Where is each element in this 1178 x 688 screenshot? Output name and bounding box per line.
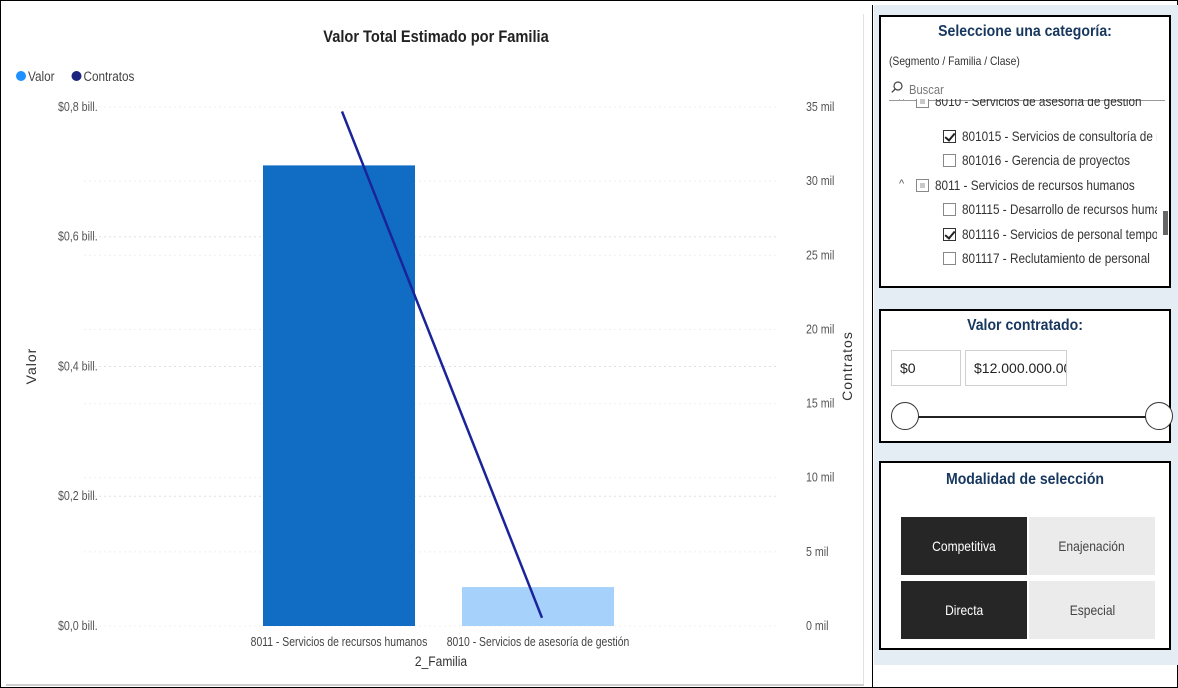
chevron-up-icon[interactable]: ^: [899, 177, 905, 190]
tree-item-label: 801016 - Gerencia de proyectos: [962, 152, 1131, 168]
tree-item-row[interactable]: 801115 - Desarrollo de recursos humanos: [881, 199, 1157, 223]
slicer-title: Seleccione una categoría:: [938, 23, 1112, 40]
checkbox[interactable]: [943, 129, 956, 143]
mode-button-competitiva[interactable]: Competitiva: [901, 517, 1027, 575]
tree-item-label: 801115 - Desarrollo de recursos humanos: [962, 201, 1157, 217]
y-tick-label: $0,6 bill.: [58, 229, 98, 244]
filter-pane-border: [872, 5, 1178, 688]
y2-tick-label: 25 mil: [806, 247, 834, 262]
y-tick-label: $0,0 bill.: [58, 618, 98, 633]
chart-bottom-rule: [6, 684, 864, 686]
range-min-input[interactable]: [891, 350, 961, 386]
range-title: Valor contratado:: [967, 317, 1083, 334]
legend-marker: [16, 71, 26, 81]
y2-tick-label: 15 mil: [806, 396, 834, 411]
chevron-up-icon[interactable]: ^: [899, 99, 905, 106]
range-max-handle[interactable]: [1145, 402, 1173, 430]
legend-label: Contratos: [84, 68, 135, 84]
tree-item-label: 801015 - Servicios de consultoría de ne.…: [962, 127, 1157, 144]
checkbox[interactable]: [916, 178, 929, 192]
value-range-slicer: Valor contratado:: [879, 309, 1173, 443]
y2-tick-label: 35 mil: [806, 99, 834, 114]
tree-item-row[interactable]: 801016 - Gerencia de proyectos: [881, 150, 1157, 174]
x-axis-title: 2_Familia: [415, 653, 468, 669]
tree-item-label: 8011 - Servicios de recursos humanos: [935, 176, 1135, 193]
mode-button-enajenacion[interactable]: Enajenación: [1029, 517, 1155, 575]
tree-item-label: 801116 - Servicios de personal temporal: [962, 225, 1157, 242]
x-tick-label: 8011 - Servicios de recursos humanos: [251, 635, 428, 649]
legend-label: Valor: [28, 68, 55, 84]
checkbox[interactable]: [943, 252, 956, 265]
category-tree: ^ 8010 - Servicios de asesoría de gestión…: [881, 99, 1157, 285]
combo-chart: Valor Total Estimado por Familia Valor Con…: [16, 28, 855, 669]
tree-item-row[interactable]: 801015 - Servicios de consultoría de ne.…: [881, 126, 1157, 150]
tree-item-label: 8010 - Servicios de asesoría de gestión: [935, 99, 1142, 109]
y2-tick-label: 30 mil: [806, 173, 834, 188]
tree-item-row[interactable]: 801116 - Servicios de personal temporal: [881, 224, 1157, 248]
y2-axis-title: Contratos: [839, 331, 855, 401]
y2-tick-label: 5 mil: [806, 544, 828, 559]
tree-scrollbar[interactable]: [1163, 211, 1168, 235]
bar: [263, 165, 415, 626]
mode-button-directa[interactable]: Directa: [901, 581, 1027, 639]
y-tick-label: $0,8 bill.: [58, 99, 98, 114]
y2-tick-label: 20 mil: [806, 321, 834, 336]
y-tick-label: $0,4 bill.: [58, 358, 98, 373]
y-tick-label: $0,2 bill.: [58, 488, 98, 503]
y2-tick-label: 0 mil: [806, 618, 828, 633]
search-box[interactable]: [889, 79, 1165, 101]
y-axis-title: Valor: [23, 348, 39, 385]
search-icon: [891, 81, 903, 93]
tree-item-label: 801117 - Reclutamiento de personal: [962, 250, 1150, 266]
category-slicer: Seleccione una categoría: (Segmento / Fa…: [879, 15, 1171, 288]
contratos-line: [340, 110, 544, 619]
mode-button-especial[interactable]: Especial: [1029, 581, 1155, 639]
range-max-input[interactable]: [965, 350, 1067, 386]
chart-title: Valor Total Estimado por Familia: [323, 28, 549, 46]
tree-group-row[interactable]: ^ 8011 - Servicios de recursos humanos: [881, 175, 1157, 199]
y2-tick-label: 10 mil: [806, 470, 834, 485]
range-min-handle[interactable]: [891, 402, 919, 430]
tree-item-row[interactable]: 801117 - Reclutamiento de personal: [881, 248, 1157, 272]
slicer-subtitle: (Segmento / Familia / Clase): [889, 54, 1020, 68]
x-tick-label: 8010 - Servicios de asesoría de gestión: [447, 635, 630, 649]
chart-panel: Valor Total Estimado por Familia Valor Con…: [6, 14, 864, 684]
selection-mode-slicer: Modalidad de selección Competitiva Enaje…: [879, 461, 1171, 650]
range-track[interactable]: [903, 416, 1153, 418]
mode-title: Modalidad de selección: [945, 471, 1105, 488]
checkbox[interactable]: [916, 99, 929, 108]
legend-marker: [71, 71, 82, 81]
checkbox[interactable]: [943, 203, 956, 216]
search-input[interactable]: [909, 79, 1124, 99]
tree-group-row[interactable]: ^ 8010 - Servicios de asesoría de gestión: [881, 99, 1157, 115]
checkbox[interactable]: [943, 154, 956, 167]
checkbox[interactable]: [943, 227, 956, 241]
